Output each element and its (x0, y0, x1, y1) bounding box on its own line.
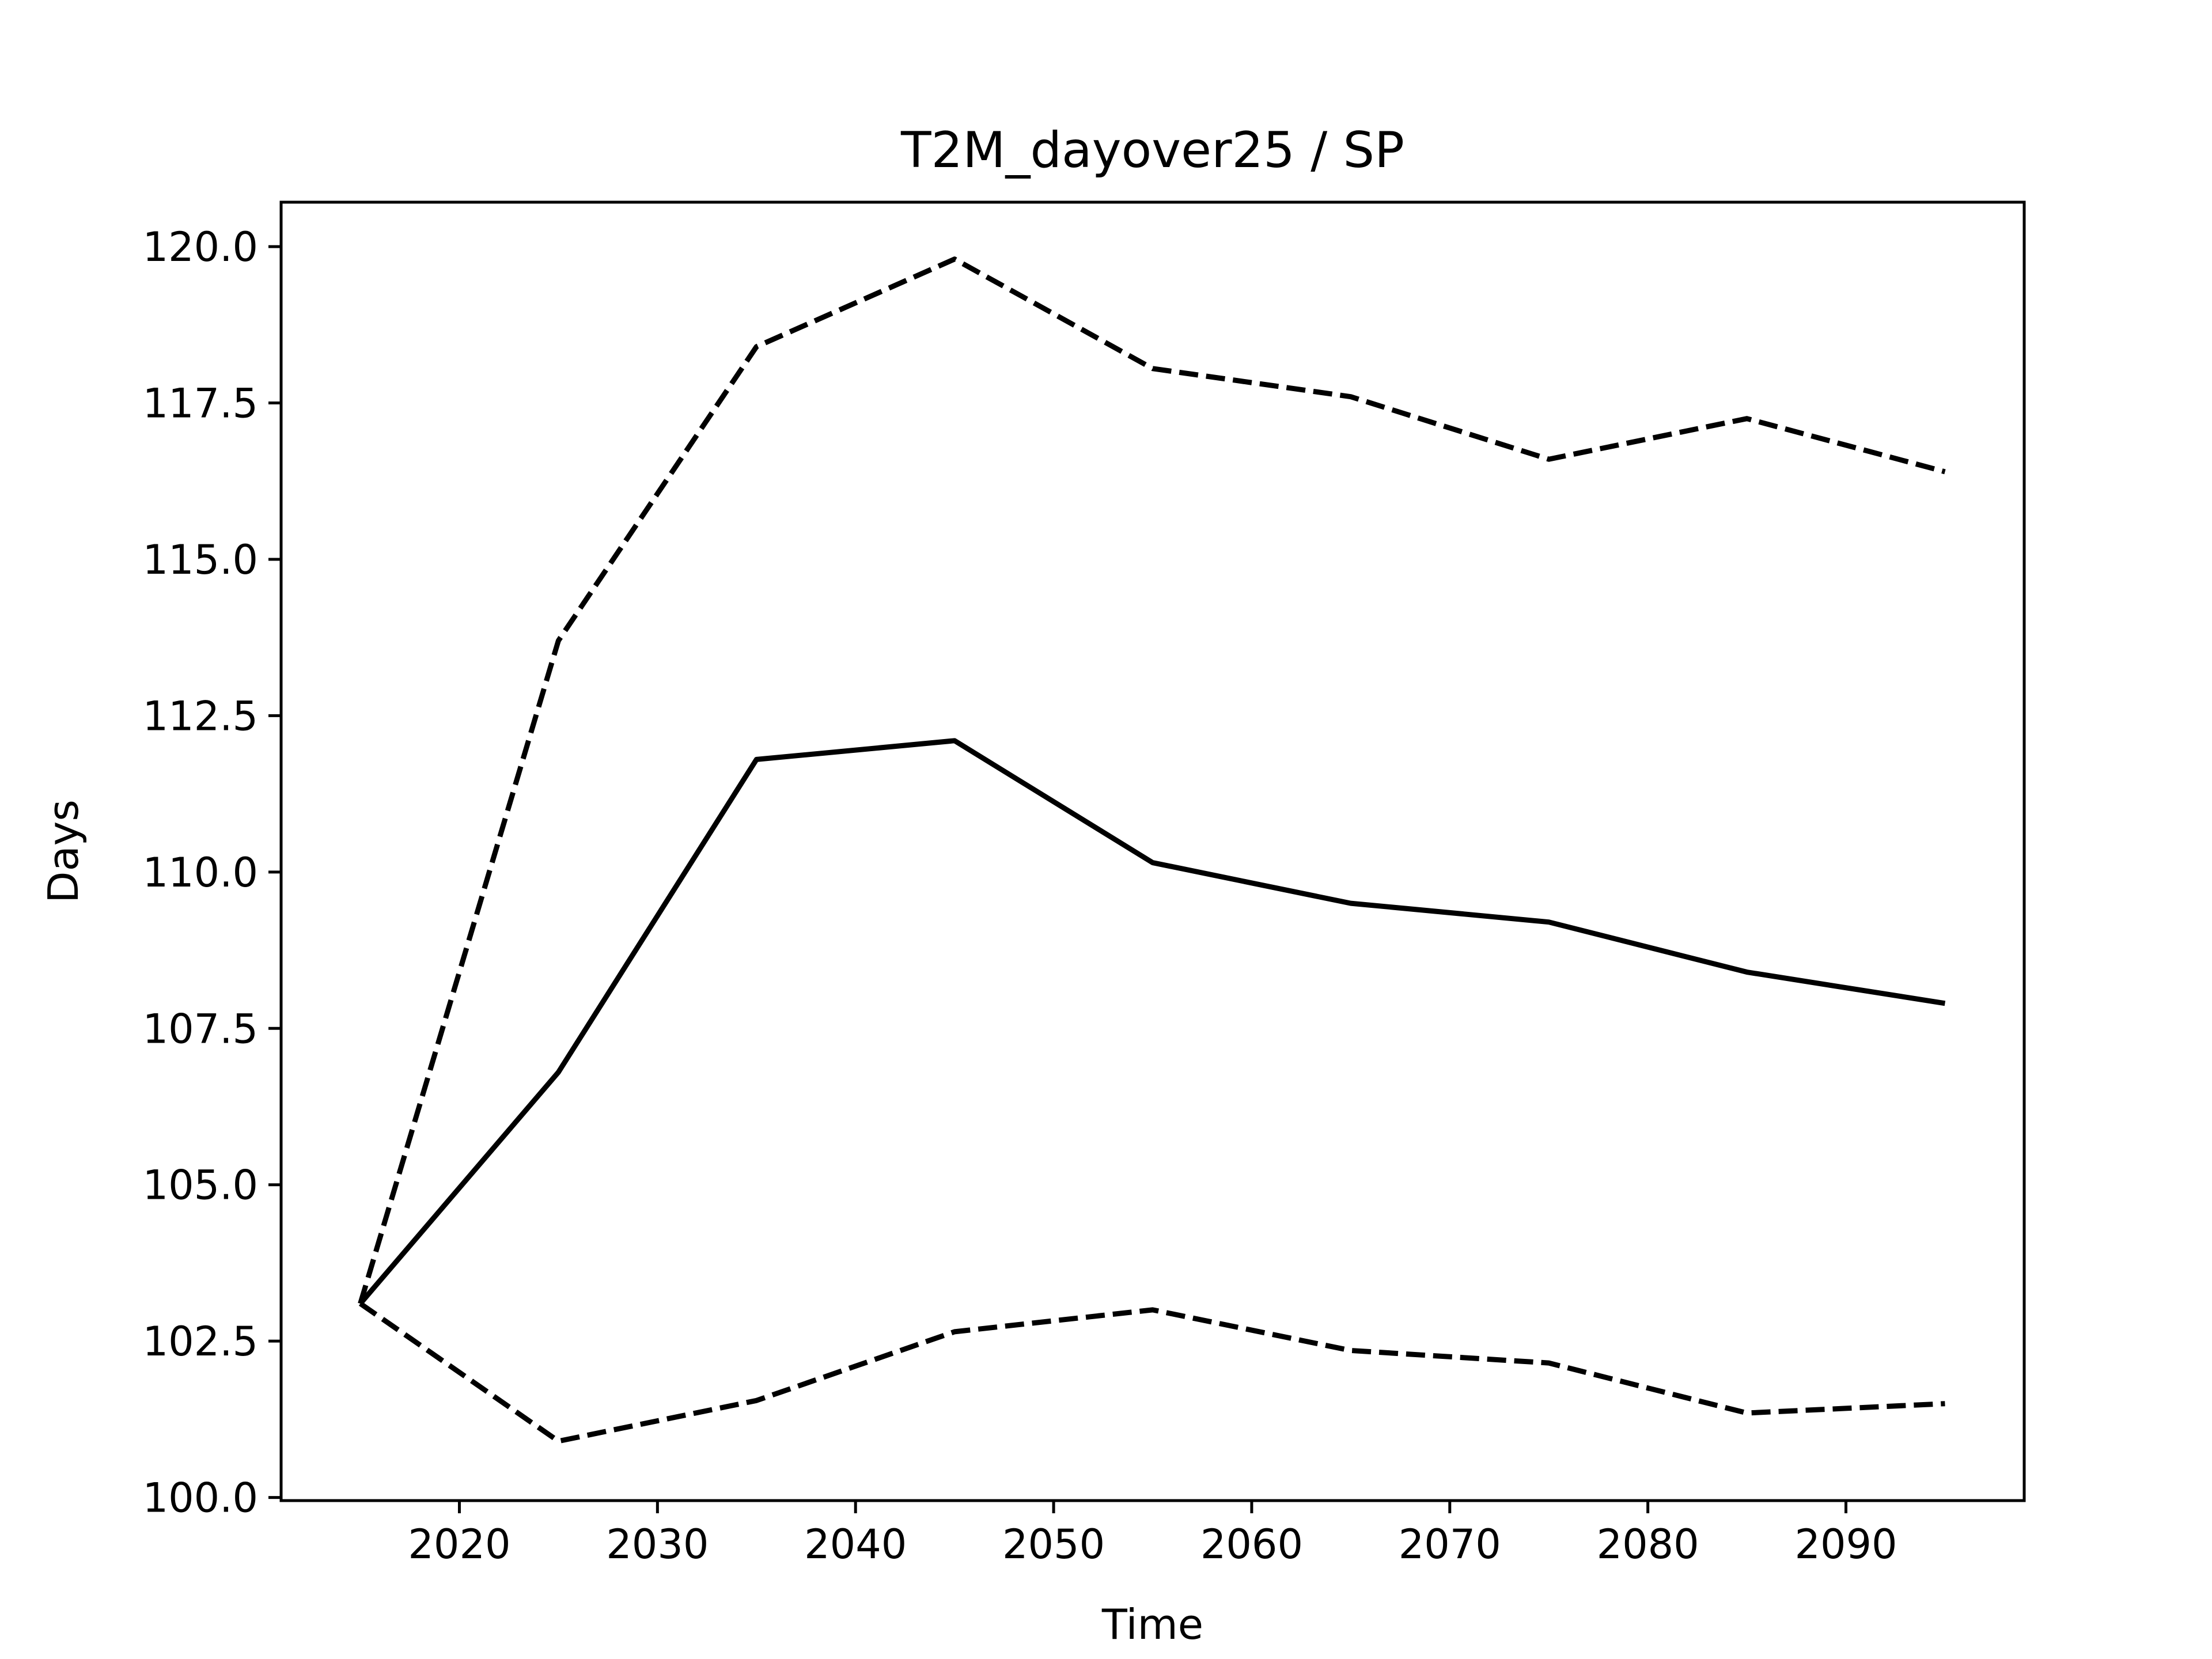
dashed-line (358, 1301, 1945, 1444)
y-tick-label: 112.5 (143, 692, 258, 740)
x-tick-label: 2080 (1597, 1521, 1699, 1568)
x-axis-label: Time (1101, 1600, 1203, 1649)
x-tick-label: 2030 (606, 1521, 709, 1568)
y-tick-label: 120.0 (143, 224, 258, 271)
x-tick-label: 2060 (1200, 1521, 1303, 1568)
y-tick-label: 110.0 (143, 849, 258, 896)
y-tick-label: 105.0 (143, 1162, 258, 1209)
x-tick-label: 2040 (804, 1521, 907, 1568)
chart-title: T2M_dayover25 / SP (900, 122, 1404, 179)
y-tick-label: 102.5 (143, 1318, 258, 1365)
x-tick-label: 2020 (408, 1521, 510, 1568)
y-tick-label: 115.0 (143, 536, 258, 584)
y-tick-label: 117.5 (143, 380, 258, 427)
y-tick-label: 107.5 (143, 1005, 258, 1052)
plot-frame (279, 200, 2026, 1502)
y-axis-label: Days (39, 800, 88, 903)
x-tick-label: 2090 (1794, 1521, 1897, 1568)
solid-line (358, 738, 1946, 1305)
x-tick-label: 2050 (1002, 1521, 1105, 1568)
y-tick-label: 100.0 (143, 1475, 258, 1522)
dashed-line (358, 256, 1946, 1305)
x-tick-label: 2070 (1399, 1521, 1501, 1568)
